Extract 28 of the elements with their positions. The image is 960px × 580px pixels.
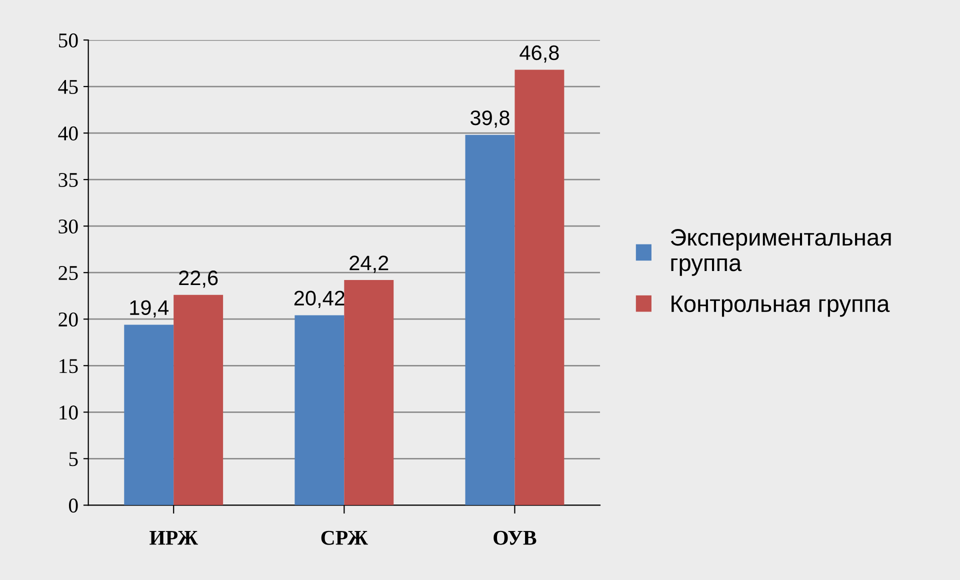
y-tick-label: 40 [58,126,78,140]
bar [124,324,174,506]
y-tick-label: 30 [58,219,78,234]
legend-label: Контрольная группа [672,296,890,317]
bar [344,280,394,506]
y-tick-label: 25 [58,266,78,280]
bar [514,70,564,506]
y-tick-label: 35 [58,173,78,187]
y-tick-label: 5 [69,452,78,466]
bar [465,134,515,506]
data-label: 46,8 [520,45,559,63]
data-label: 22,6 [179,270,218,288]
legend-label: Экспериментальная группа [670,229,891,276]
y-tick-label: 15 [60,359,78,374]
y-tick-label: 10 [60,406,78,420]
data-label: 24,2 [350,256,388,273]
x-tick-label: СРЖ [321,530,368,545]
data-label: 19,4 [130,300,169,318]
bar [174,294,224,506]
data-label: 20,42 [294,290,344,308]
data-label: 39,8 [470,110,510,128]
y-tick-label: 50 [58,33,78,48]
y-tick-label: 20 [58,312,78,327]
y-tick-label: 0 [68,498,78,513]
x-tick-label: ОУВ [494,530,536,545]
x-tick-label: ИРЖ [150,530,198,545]
y-tick-label: 45 [58,80,78,94]
bar [294,315,344,506]
